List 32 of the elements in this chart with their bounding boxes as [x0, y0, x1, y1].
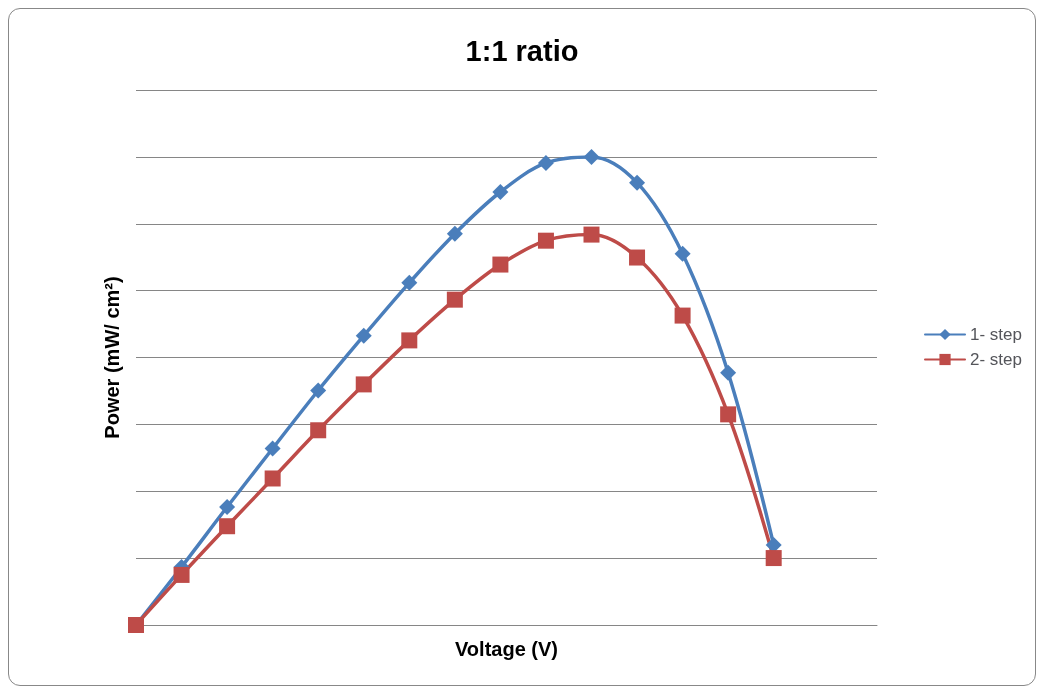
point — [537, 154, 554, 171]
x-axis-title: Voltage (V) — [455, 638, 558, 660]
point — [173, 566, 190, 583]
point — [492, 184, 509, 200]
point — [310, 422, 327, 439]
point — [446, 225, 463, 242]
point — [674, 245, 691, 262]
point — [720, 364, 737, 381]
legend-label: 2- step — [970, 350, 1023, 369]
point — [537, 232, 554, 249]
point — [720, 406, 737, 423]
point — [401, 274, 418, 291]
point — [355, 327, 372, 344]
point — [629, 249, 646, 266]
point — [219, 518, 236, 535]
point — [765, 536, 782, 553]
point — [492, 256, 509, 273]
point — [355, 376, 372, 393]
y-axis-title: Power (mW/ cm²) — [101, 276, 123, 439]
point — [583, 226, 600, 243]
point — [583, 148, 600, 165]
point — [674, 307, 691, 324]
chart-title: 1:1 ratio — [465, 34, 579, 67]
point — [264, 440, 281, 457]
point — [629, 174, 646, 191]
point — [765, 550, 782, 567]
point — [446, 291, 463, 308]
point — [401, 332, 418, 349]
point — [219, 499, 236, 516]
legend-label: 1- step — [970, 325, 1023, 344]
point — [310, 382, 327, 399]
point — [264, 470, 281, 487]
